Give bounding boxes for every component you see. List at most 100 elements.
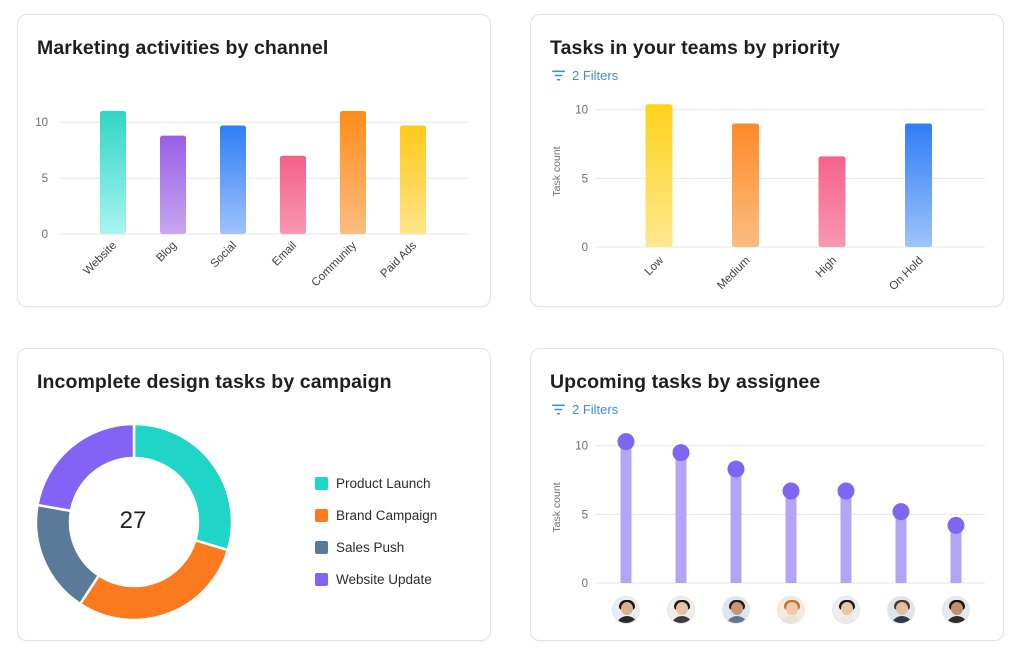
filters-button[interactable]: 2 Filters — [552, 402, 618, 417]
priority-tasks-card: Tasks in your teams by priority 2 Filter… — [530, 14, 1004, 307]
legend-item: Brand Campaign — [315, 499, 437, 531]
bar-low[interactable] — [645, 104, 673, 248]
legend-swatch — [315, 540, 328, 554]
marketing-bar-chart: 0 5 10 Website Blog Social Email Community Paid … — [35, 111, 470, 289]
bar-social[interactable] — [220, 125, 246, 234]
avatar-shoulders — [946, 616, 968, 623]
legend-item: Product Launch — [315, 467, 437, 499]
legend-item: Sales Push — [315, 531, 437, 563]
avatar-icon[interactable] — [777, 596, 805, 624]
y-tick-label: 10 — [575, 441, 588, 453]
x-tick-label: Blog — [154, 240, 179, 265]
y-tick-label: 0 — [582, 242, 588, 254]
lollipop-bar[interactable] — [785, 491, 797, 583]
filters-label: 2 Filters — [572, 68, 619, 83]
lollipop-dot[interactable] — [837, 482, 855, 500]
y-tick-label: 0 — [582, 578, 588, 590]
avatar-shoulders — [891, 616, 913, 623]
avatar-face — [621, 602, 633, 615]
lollipop-dot[interactable] — [672, 444, 690, 462]
legend-swatch — [315, 572, 328, 586]
card-title: Tasks in your teams by priority — [550, 37, 840, 59]
assignee-tasks-card: Upcoming tasks by assignee 2 Filters 0 5 1… — [530, 348, 1004, 641]
y-tick-label: 10 — [35, 117, 48, 129]
x-tick-label: Email — [270, 240, 299, 269]
lollipop-dot[interactable] — [947, 516, 965, 534]
campaign-tasks-card: Incomplete design tasks by campaign 27 P… — [17, 348, 491, 641]
legend-swatch — [315, 508, 328, 522]
avatar-icon[interactable] — [942, 596, 970, 624]
campaign-donut-chart — [34, 422, 234, 622]
avatar-face — [896, 602, 908, 615]
marketing-activities-card: Marketing activities by channel 0 5 10 Webs… — [17, 14, 491, 307]
x-tick-label: On Hold — [887, 255, 925, 293]
donut-slice-website-update[interactable] — [36, 422, 136, 513]
donut-slice-product-launch[interactable] — [132, 422, 234, 552]
filters-label: 2 Filters — [572, 402, 619, 417]
bar-blog[interactable] — [160, 135, 186, 234]
lollipop-dot[interactable] — [782, 482, 800, 500]
avatar-icon[interactable] — [612, 596, 640, 624]
legend-label: Product Launch — [336, 475, 431, 491]
lollipop-bar[interactable] — [840, 491, 852, 583]
y-tick-label: 5 — [582, 173, 588, 185]
bar-medium[interactable] — [732, 123, 759, 247]
avatar-face — [951, 602, 963, 615]
legend-swatch — [315, 476, 328, 490]
legend-label: Website Update — [336, 571, 432, 587]
filter-icon — [552, 404, 565, 415]
avatar-shoulders — [836, 616, 858, 623]
bar-community[interactable] — [340, 111, 366, 234]
card-title: Upcoming tasks by assignee — [550, 371, 821, 393]
avatar-face — [786, 602, 798, 615]
x-tick-label: Medium — [715, 255, 752, 292]
bar-website[interactable] — [100, 111, 126, 234]
donut-legend: Product Launch Brand Campaign Sales Push We… — [315, 467, 437, 595]
x-tick-label: Website — [81, 240, 119, 278]
avatar-shoulders — [726, 616, 748, 623]
lollipop-dot[interactable] — [892, 503, 910, 521]
avatar-icon[interactable] — [832, 596, 860, 624]
avatar-icon[interactable] — [667, 596, 695, 624]
avatar-shoulders — [781, 616, 803, 623]
legend-label: Sales Push — [336, 539, 405, 555]
avatar-shoulders — [616, 616, 638, 623]
lollipop-dot[interactable] — [727, 460, 745, 478]
x-tick-label: Social — [208, 240, 239, 271]
lollipop-bar[interactable] — [950, 525, 962, 583]
y-axis-label: Task count — [551, 482, 563, 532]
x-tick-label: Low — [643, 254, 667, 278]
avatar-icon[interactable] — [887, 596, 915, 624]
legend-label: Brand Campaign — [336, 507, 438, 523]
lollipop-bar[interactable] — [895, 511, 907, 583]
assignee-lollipop-chart: 0 5 10 Task count — [551, 433, 985, 590]
lollipop-bar[interactable] — [675, 452, 687, 583]
lollipop-dot[interactable] — [617, 433, 635, 451]
legend-item: Website Update — [315, 563, 437, 595]
x-tick-label: High — [814, 255, 839, 280]
avatar-face — [731, 602, 743, 615]
filters-button[interactable]: 2 Filters — [552, 68, 618, 83]
lollipop-bar[interactable] — [620, 441, 632, 583]
card-title: Incomplete design tasks by campaign — [37, 371, 392, 393]
avatar-face — [676, 602, 688, 615]
avatar-face — [841, 602, 853, 615]
avatar-shoulders — [671, 616, 693, 623]
bar-on-hold[interactable] — [905, 123, 932, 247]
bar-high[interactable] — [818, 156, 846, 247]
bar-paid-ads[interactable] — [400, 125, 426, 234]
x-tick-label: Community — [310, 239, 360, 289]
bar-email[interactable] — [280, 155, 306, 234]
donut-total: 27 — [119, 507, 147, 534]
card-title: Marketing activities by channel — [37, 37, 329, 59]
y-tick-label: 0 — [42, 229, 48, 241]
y-tick-label: 5 — [582, 509, 588, 521]
y-tick-label: 10 — [575, 105, 588, 117]
y-tick-label: 5 — [42, 173, 48, 185]
avatar-icon[interactable] — [722, 596, 750, 624]
donut-slice-brand-campaign[interactable] — [78, 538, 230, 622]
filter-icon — [552, 70, 565, 81]
y-axis-label: Task count — [551, 146, 563, 196]
x-tick-label: Paid Ads — [379, 239, 420, 280]
lollipop-bar[interactable] — [730, 469, 742, 583]
